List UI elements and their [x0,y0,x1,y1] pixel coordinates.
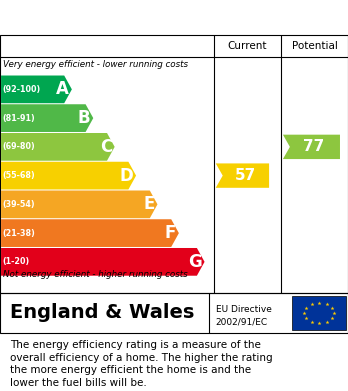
Polygon shape [1,133,115,161]
Text: G: G [188,253,202,271]
Bar [292,296,346,330]
Text: Energy Efficiency Rating: Energy Efficiency Rating [10,9,258,27]
Polygon shape [1,248,205,276]
Text: E: E [143,196,155,213]
Text: 57: 57 [235,168,256,183]
Text: Very energy efficient - lower running costs: Very energy efficient - lower running co… [3,59,189,68]
Text: Not energy efficient - higher running costs: Not energy efficient - higher running co… [3,270,188,279]
Text: (21-38): (21-38) [3,229,35,238]
Text: (81-91): (81-91) [3,114,35,123]
Text: (39-54): (39-54) [3,200,35,209]
Text: the more energy efficient the home is and the: the more energy efficient the home is an… [10,366,252,375]
Text: C: C [100,138,112,156]
Polygon shape [283,135,340,159]
Polygon shape [1,104,93,132]
Text: (1-20): (1-20) [3,257,30,266]
Polygon shape [1,75,72,103]
Text: D: D [119,167,133,185]
Text: (92-100): (92-100) [3,85,41,94]
Text: 2002/91/EC: 2002/91/EC [216,317,268,326]
Text: lower the fuel bills will be.: lower the fuel bills will be. [10,378,147,388]
Text: Current: Current [228,41,267,51]
Polygon shape [1,219,179,247]
Polygon shape [1,190,157,218]
Text: B: B [78,109,90,127]
Text: overall efficiency of a home. The higher the rating: overall efficiency of a home. The higher… [10,353,273,363]
Polygon shape [216,163,269,188]
Text: The energy efficiency rating is a measure of the: The energy efficiency rating is a measur… [10,340,261,350]
Text: England & Wales: England & Wales [10,303,195,323]
Polygon shape [1,162,136,190]
Text: Potential: Potential [292,41,338,51]
Text: EU Directive: EU Directive [216,305,272,314]
Text: F: F [165,224,176,242]
Text: (55-68): (55-68) [3,171,35,180]
Text: A: A [56,81,69,99]
Text: (69-80): (69-80) [3,142,35,151]
Text: 77: 77 [303,139,325,154]
